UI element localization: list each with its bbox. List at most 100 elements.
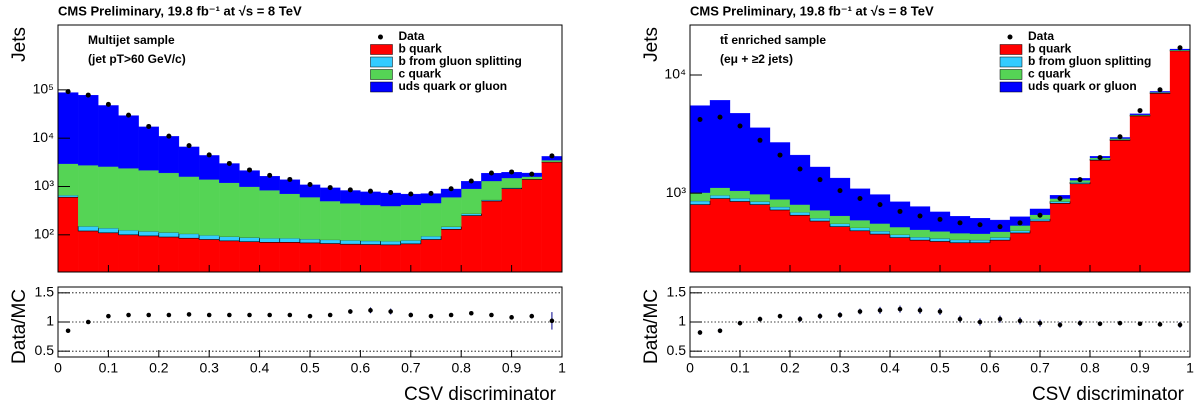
histogram-bar: [729, 190, 751, 199]
histogram-bar: [78, 165, 99, 227]
legend-label: c quark: [1028, 67, 1071, 81]
histogram-bar: [909, 236, 931, 241]
histogram-bar: [521, 179, 542, 272]
histogram-bar: [1009, 230, 1031, 234]
data-point: [737, 123, 743, 129]
plot-area: [690, 45, 1190, 272]
histogram-bar: [118, 168, 139, 231]
histogram-bar: [299, 238, 321, 244]
histogram-bar: [481, 200, 502, 272]
histogram-bar: [239, 241, 260, 272]
histogram-bar: [218, 236, 240, 242]
histogram-bar: [440, 197, 462, 227]
histogram-bar: [849, 227, 871, 232]
histogram-bar: [380, 244, 401, 272]
data-point: [428, 190, 434, 196]
x-tick-label: 0.4: [250, 360, 270, 376]
histogram-bar: [1109, 140, 1131, 272]
histogram-bar: [769, 142, 791, 200]
histogram-bar: [279, 237, 301, 243]
data-point: [877, 202, 883, 208]
histogram-bar: [340, 244, 361, 272]
data-point: [85, 319, 91, 325]
histogram-bar: [709, 100, 731, 188]
data-point: [977, 319, 983, 325]
data-point: [1017, 220, 1023, 226]
y-tick-label: 1: [678, 313, 686, 329]
data-point: [448, 312, 454, 318]
data-point: [797, 316, 803, 322]
histogram-bar: [340, 203, 361, 241]
histogram-bar: [360, 240, 381, 245]
x-tick-label: 0.1: [730, 360, 750, 376]
histogram-bar: [829, 215, 851, 224]
data-point: [267, 172, 273, 178]
histogram-bar: [541, 160, 562, 162]
histogram-bar: [869, 223, 891, 232]
histogram-bar: [1029, 218, 1051, 222]
histogram-bar: [360, 244, 381, 272]
x-axis-label: CSV discriminator: [1032, 384, 1185, 405]
y-tick-label: 1.5: [35, 284, 55, 300]
histogram-bar: [58, 194, 79, 198]
data-point: [757, 137, 763, 143]
data-point: [549, 318, 555, 324]
legend-swatch: [370, 81, 393, 93]
y-axis-label: Data/MC: [641, 289, 662, 364]
legend-label: b from gluon splitting: [398, 54, 521, 68]
data-point: [489, 312, 494, 318]
x-tick-label: 0.8: [1080, 360, 1100, 376]
histogram-bar: [809, 166, 831, 211]
histogram-bar: [158, 236, 180, 272]
histogram-bar: [1009, 225, 1031, 231]
data-point: [1177, 45, 1183, 51]
histogram-bar: [889, 237, 911, 272]
legend-swatch: [370, 69, 393, 80]
histogram-bar: [339, 240, 361, 245]
legend-swatch: [370, 44, 393, 55]
data-point: [166, 133, 172, 139]
histogram-bar: [78, 230, 99, 272]
data-point: [408, 191, 414, 197]
x-tick-label: 0.9: [502, 360, 522, 376]
histogram-bar: [178, 233, 200, 239]
data-point: [1097, 155, 1103, 161]
legend-label: uds quark or gluon: [398, 79, 507, 93]
data-point: [247, 167, 253, 173]
histogram-bar: [869, 230, 891, 235]
histogram-bar: [749, 127, 771, 195]
data-point: [1137, 321, 1143, 327]
histogram-bar: [138, 170, 159, 232]
data-point: [166, 312, 172, 318]
x-tick-label: 0.9: [1130, 360, 1150, 376]
histogram-bar: [178, 176, 200, 234]
data-point: [997, 224, 1003, 230]
data-point: [697, 330, 703, 335]
x-tick-label: 0.2: [149, 360, 169, 376]
data-point: [287, 176, 293, 182]
data-point: [937, 309, 943, 314]
histogram-bar: [400, 204, 422, 241]
data-point: [105, 101, 111, 107]
data-point: [1157, 322, 1163, 327]
histogram-bar: [849, 230, 871, 272]
histogram-bar: [279, 193, 301, 239]
data-point: [777, 313, 783, 319]
histogram-bar: [709, 194, 731, 199]
histogram-bar: [789, 215, 811, 272]
legend-swatch: [999, 81, 1023, 93]
annotation: (jet pT>60 GeV/c): [88, 52, 186, 66]
plot-frame: [689, 286, 1191, 358]
histogram-bar: [749, 201, 771, 205]
data-point: [837, 312, 843, 318]
histogram-bar: [809, 210, 831, 219]
histogram-bar: [380, 205, 401, 242]
x-tick-label: 0.6: [980, 360, 1000, 376]
data-point: [1117, 134, 1123, 140]
x-tick-label: 0: [54, 360, 62, 376]
data-point: [287, 312, 293, 318]
data-point: [1117, 320, 1123, 326]
histogram-bar: [749, 204, 771, 272]
legend-label: c quark: [398, 67, 441, 81]
histogram-bar: [279, 242, 301, 272]
